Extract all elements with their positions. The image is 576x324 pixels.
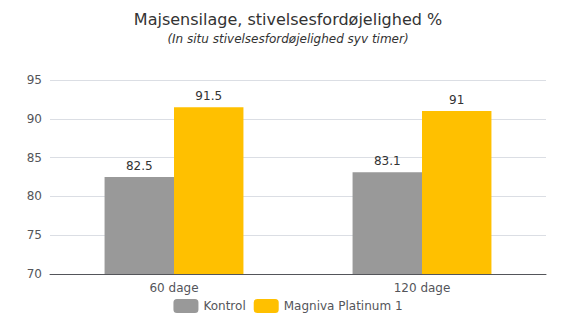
svg-text:80: 80 [27, 189, 42, 203]
svg-text:90: 90 [27, 112, 42, 126]
svg-text:82.5: 82.5 [126, 159, 153, 173]
svg-text:Magniva Platinum 1: Magniva Platinum 1 [284, 299, 403, 313]
svg-text:83.1: 83.1 [374, 154, 401, 168]
svg-text:60 dage: 60 dage [149, 281, 198, 295]
svg-text:95: 95 [27, 73, 42, 87]
svg-text:Kontrol: Kontrol [203, 299, 245, 313]
svg-text:(In situ stivelsesfordøjelighe: (In situ stivelsesfordøjelighed syv time… [167, 32, 408, 46]
svg-text:Majsensilage, stivelsesfordøje: Majsensilage, stivelsesfordøjelighed % [134, 10, 442, 29]
svg-text:70: 70 [27, 267, 42, 281]
svg-text:85: 85 [27, 151, 42, 165]
svg-text:91: 91 [449, 93, 464, 107]
svg-text:91.5: 91.5 [195, 89, 222, 103]
svg-text:75: 75 [27, 228, 42, 242]
svg-text:120 dage: 120 dage [394, 281, 451, 295]
